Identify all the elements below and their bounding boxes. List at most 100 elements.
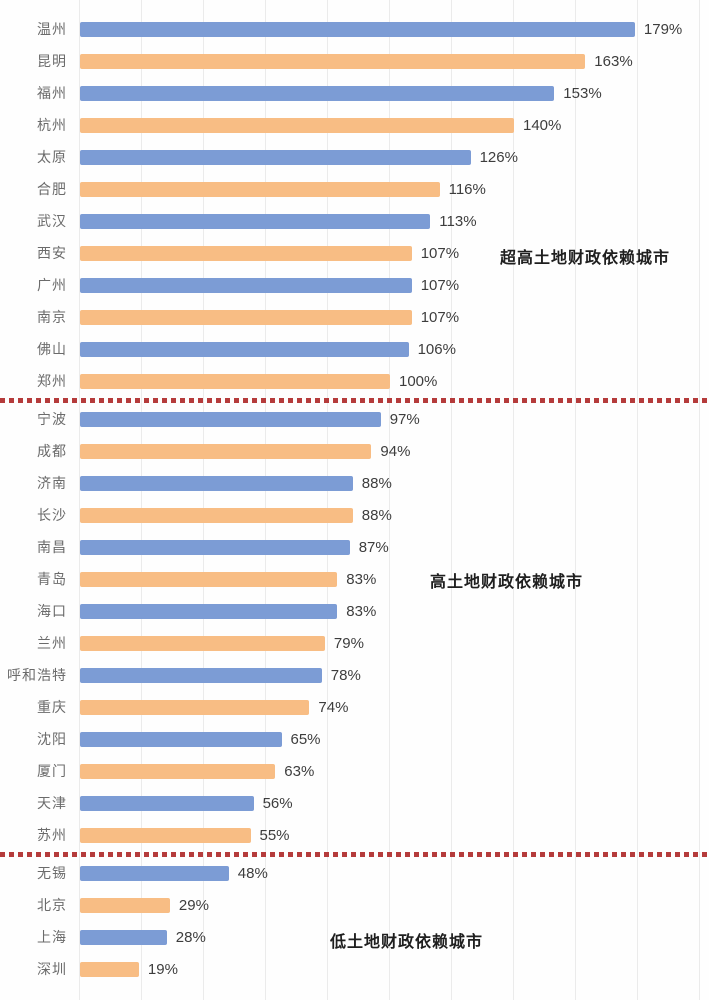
- category-label: 厦门: [37, 763, 67, 779]
- value-label: 106%: [417, 340, 456, 358]
- bar-row: 南京 107%: [0, 301, 709, 333]
- value-label: 83%: [346, 570, 377, 588]
- category-label: 沈阳: [37, 731, 67, 747]
- bar: [80, 827, 251, 843]
- category-label: 苏州: [37, 827, 67, 843]
- bar: [80, 731, 282, 747]
- value-label: 94%: [380, 442, 411, 460]
- bar-row: 兰州 79%: [0, 627, 709, 659]
- value-label: 153%: [563, 84, 602, 102]
- bar: [80, 117, 514, 133]
- bar: [80, 667, 322, 683]
- value-label: 63%: [284, 762, 315, 780]
- bar-row: 昆明 163%: [0, 45, 709, 77]
- value-label: 78%: [330, 666, 361, 684]
- bar-track: 88%: [80, 499, 709, 531]
- bar-track: 106%: [80, 333, 709, 365]
- category-label: 重庆: [37, 699, 67, 715]
- bar-row: 重庆 74%: [0, 691, 709, 723]
- bar: [80, 507, 353, 523]
- bar-row: 长沙 88%: [0, 499, 709, 531]
- bar: [80, 603, 338, 619]
- bar-row: 温州 179%: [0, 13, 709, 45]
- annotation-ultra-high-group: 超高土地财政依赖城市: [500, 250, 671, 267]
- bar: [80, 181, 440, 197]
- bar-row: 无锡 48%: [0, 857, 709, 889]
- value-label: 163%: [594, 52, 633, 70]
- bar: [80, 635, 325, 651]
- bar: [80, 53, 586, 69]
- bar-track: 153%: [80, 77, 709, 109]
- bar-track: 88%: [80, 467, 709, 499]
- category-label: 温州: [37, 21, 67, 37]
- bar-track: 83%: [80, 595, 709, 627]
- bar-track: 28%: [80, 921, 709, 953]
- bar: [80, 443, 372, 459]
- category-label: 佛山: [37, 341, 67, 357]
- bar: [80, 213, 431, 229]
- category-label: 南京: [37, 309, 67, 325]
- bar-track: 56%: [80, 787, 709, 819]
- bar-track: 29%: [80, 889, 709, 921]
- bar-track: 79%: [80, 627, 709, 659]
- category-label: 兰州: [37, 635, 67, 651]
- bar-track: 65%: [80, 723, 709, 755]
- bar: [80, 865, 229, 881]
- value-label: 79%: [333, 634, 364, 652]
- value-label: 107%: [420, 308, 460, 326]
- bar-track: 74%: [80, 691, 709, 723]
- category-label: 合肥: [37, 181, 67, 197]
- bar-track: 107%: [80, 237, 709, 269]
- bar-row: 青岛 83%: [0, 563, 709, 595]
- group-divider: [0, 851, 709, 857]
- category-label: 宁波: [37, 411, 67, 427]
- bar-track: 19%: [80, 953, 709, 985]
- bar: [80, 571, 338, 587]
- annotation-high-group: 高土地财政依赖城市: [430, 574, 584, 591]
- value-label: 28%: [175, 928, 206, 946]
- bar: [80, 309, 412, 325]
- bar-track: 140%: [80, 109, 709, 141]
- bar-row: 深圳 19%: [0, 953, 709, 985]
- bar: [80, 245, 412, 261]
- value-label: 126%: [479, 148, 518, 166]
- category-label: 青岛: [37, 571, 67, 587]
- value-label: 113%: [439, 212, 477, 230]
- group-divider: [0, 397, 709, 403]
- bar-track: 126%: [80, 141, 709, 173]
- bar-track: 83%: [80, 563, 709, 595]
- bar-row: 西安 107%: [0, 237, 709, 269]
- bar-track: 179%: [80, 13, 709, 45]
- category-label: 广州: [37, 277, 67, 293]
- bar-track: 63%: [80, 755, 709, 787]
- bar: [80, 21, 635, 37]
- value-label: 100%: [399, 372, 438, 390]
- bar-track: 163%: [80, 45, 709, 77]
- bar-track: 107%: [80, 301, 709, 333]
- bar: [80, 411, 381, 427]
- bar-row: 上海 28%: [0, 921, 709, 953]
- bar-row: 苏州 55%: [0, 819, 709, 851]
- bar-track: 97%: [80, 403, 709, 435]
- value-label: 83%: [346, 602, 377, 620]
- category-label: 深圳: [37, 961, 67, 977]
- bar-row: 佛山 106%: [0, 333, 709, 365]
- bar-row: 福州 153%: [0, 77, 709, 109]
- bar-row: 武汉 113%: [0, 205, 709, 237]
- bar: [80, 795, 254, 811]
- bar-track: 87%: [80, 531, 709, 563]
- bar-row: 合肥 116%: [0, 173, 709, 205]
- bar-track: 116%: [80, 173, 709, 205]
- bar-row: 呼和浩特 78%: [0, 659, 709, 691]
- bar: [80, 149, 471, 165]
- value-label: 29%: [178, 896, 209, 914]
- category-label: 杭州: [37, 117, 67, 133]
- bar-row: 成都 94%: [0, 435, 709, 467]
- category-label: 天津: [37, 795, 67, 811]
- category-label: 福州: [37, 85, 67, 101]
- bar-track: 113%: [80, 205, 709, 237]
- bar-row: 郑州 100%: [0, 365, 709, 397]
- value-label: 87%: [358, 538, 389, 556]
- bar-row: 北京 29%: [0, 889, 709, 921]
